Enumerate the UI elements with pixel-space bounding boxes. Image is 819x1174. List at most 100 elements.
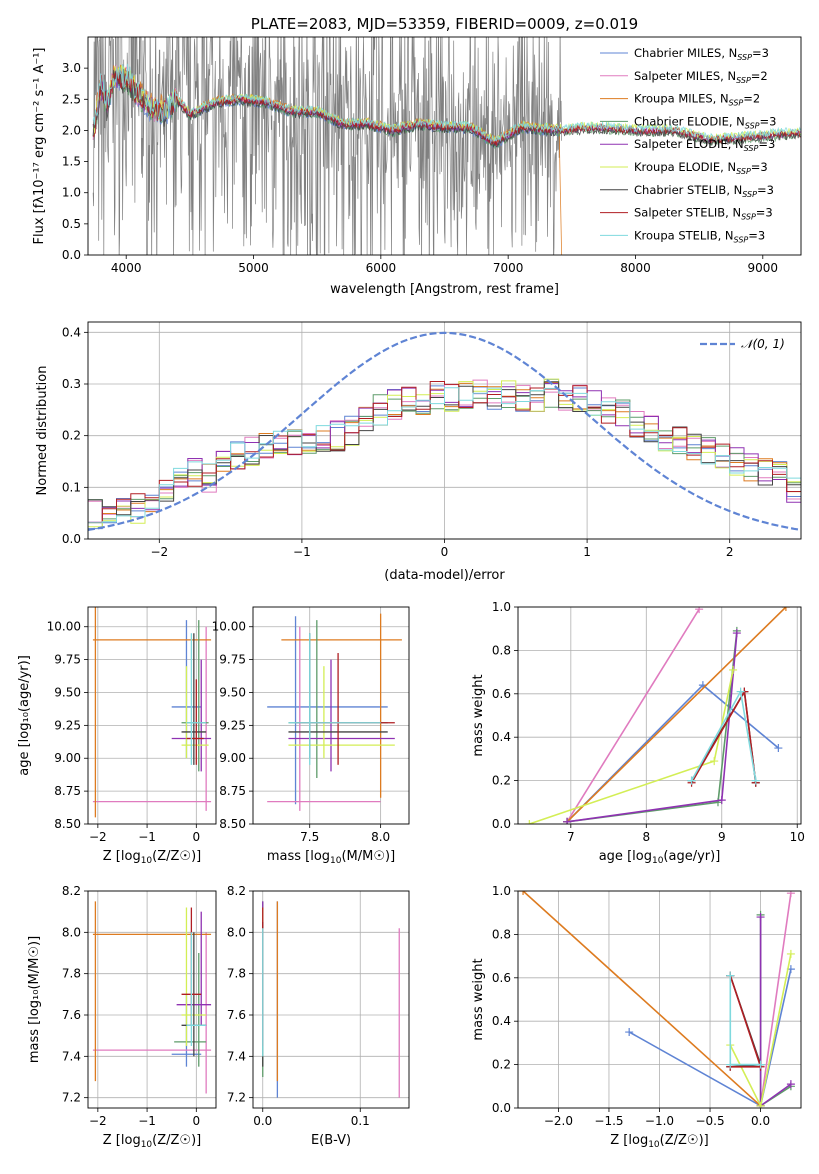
legend-tail: =3 <box>757 183 774 197</box>
y-tick-label: 0.2 <box>492 1058 511 1072</box>
legend-subscript: SSP <box>736 76 751 85</box>
axes-frame <box>87 606 217 825</box>
x-tick-label: 8.0 <box>371 830 390 844</box>
y-tick-label: 0.1 <box>62 480 81 494</box>
x-tick-label: 9 <box>718 830 726 844</box>
ebv-mass-panel: 0.0 0.1 7.2 7.4 7.6 7.8 8.0 8.2 E(B-V) <box>227 884 410 1148</box>
x-tick-label: 0 <box>192 830 200 844</box>
y-tick-label: 0.8 <box>492 927 511 941</box>
legend-subscript: SSP <box>736 167 751 176</box>
subscript: 10 <box>648 1140 660 1150</box>
y-tick-label: 10.00 <box>212 620 246 634</box>
z-age-panel: −2 −1 0 8.50 8.75 9.00 9.25 9.50 9.75 10.00 Z [log… <box>17 606 217 866</box>
y-tick-label: 9.25 <box>54 718 81 732</box>
weight-marker <box>729 665 738 674</box>
legend-entry: Kroupa ELODIE, NSSP=3 <box>634 160 768 176</box>
x-axis-label: wavelength [Angstrom, rest frame] <box>330 282 559 297</box>
x-tick-label: −1.0 <box>645 1114 674 1128</box>
weight-marker <box>786 891 795 898</box>
y-tick-label: 1.0 <box>62 186 81 200</box>
y-tick-label: 9.50 <box>219 685 246 699</box>
x-tick-label: 0.1 <box>351 1114 370 1128</box>
y-tick-label: 10.00 <box>47 620 81 634</box>
weight-line-salpeter_elodie <box>566 632 738 823</box>
y-tick-label: 9.25 <box>219 718 246 732</box>
subscript: 10 <box>330 856 342 866</box>
axes-frame <box>87 321 802 540</box>
weight-line-salpeter_miles <box>759 893 792 1106</box>
axes-frame <box>87 890 217 1109</box>
y-tick-label: 0.3 <box>62 377 81 391</box>
weight-marker <box>519 891 528 895</box>
y-tick-label: 7.6 <box>62 1008 81 1022</box>
x-axis-label: Z [log10(Z/Z☉)] <box>103 849 201 866</box>
legend-entry: Chabrier STELIB, NSSP=3 <box>634 183 774 199</box>
y-tick-label: 9.00 <box>54 751 81 765</box>
x-tick-label: 4000 <box>111 261 142 275</box>
legend-subscript: SSP <box>737 53 752 62</box>
x-tick-label: 2 <box>726 545 734 559</box>
weight-marker <box>786 1080 795 1089</box>
y-tick-label: 0.0 <box>62 248 81 262</box>
x-tick-label: −2.0 <box>544 1114 573 1128</box>
y-tick-label: 0.2 <box>492 774 511 788</box>
legend-entry: 𝒩(0, 1) <box>741 337 785 351</box>
x-tick-label: 7 <box>567 830 575 844</box>
weight-marker <box>726 971 735 980</box>
legend-subscript: SSP <box>744 144 759 153</box>
weight-marker <box>751 776 760 785</box>
legend-tail: =3 <box>758 137 775 151</box>
plot-area <box>92 37 801 255</box>
plot-area <box>262 901 400 1098</box>
z-weight-panel: −2.0 −1.5 −1.0 −0.5 0.0 0.0 0.2 0.4 0.6 0.8 1.0 Z [… <box>471 884 802 1150</box>
y-tick-label: 7.4 <box>227 1049 246 1063</box>
x-tick-label: 7.5 <box>300 830 319 844</box>
y-tick-label: 7.8 <box>62 967 81 981</box>
x-tick-label: 1 <box>583 545 591 559</box>
x-tick-label: −2 <box>89 1114 107 1128</box>
legend-entry: Salpeter ELODIE, NSSP=3 <box>634 137 775 153</box>
label-tail: (Z/Z☉)] <box>152 849 201 864</box>
weight-line-kroupa_miles <box>522 891 762 1107</box>
y-tick-label: 7.8 <box>227 967 246 981</box>
legend: Chabrier MILES, NSSP=3 Salpeter MILES, NS… <box>600 46 776 244</box>
model-line-kroupa_stelib <box>92 63 801 143</box>
weight-line-kroupa_elodie <box>529 669 734 824</box>
x-tick-label: 0 <box>441 545 449 559</box>
legend-subscript: SSP <box>734 235 749 244</box>
x-tick-label: −0.5 <box>695 1114 724 1128</box>
axes-frame <box>252 606 410 825</box>
x-tick-label: 6000 <box>366 261 397 275</box>
y-axis-label: Flux [fλ10⁻¹⁷ erg cm⁻² s⁻¹ A⁻¹] <box>32 48 47 245</box>
plot-area <box>92 607 212 818</box>
y-tick-label: 0.6 <box>492 971 511 985</box>
weight-marker <box>736 687 745 696</box>
axes-frame <box>87 36 802 256</box>
x-tick-label: −1 <box>138 1114 156 1128</box>
x-tick-label: 10 <box>790 830 805 844</box>
y-tick-label: 1.5 <box>62 155 81 169</box>
legend-tail: =3 <box>760 114 777 128</box>
x-tick-label: 9000 <box>748 261 779 275</box>
weight-marker <box>756 1101 765 1108</box>
normal-curve <box>88 331 801 531</box>
y-tick-label: 0.0 <box>62 532 81 546</box>
y-tick-label: 8.0 <box>227 925 246 939</box>
y-tick-label: 7.4 <box>62 1049 81 1063</box>
plot-area <box>267 613 402 811</box>
x-axis-label: (data-model)/error <box>384 568 505 583</box>
y-tick-label: 0.5 <box>62 217 81 231</box>
y-tick-label: 9.75 <box>54 653 81 667</box>
y-tick-label: 9.50 <box>54 685 81 699</box>
weight-marker <box>786 949 795 958</box>
y-tick-label: 0.2 <box>62 429 81 443</box>
x-tick-label: 0 <box>192 1114 200 1128</box>
label-tail: (Z/Z☉)] <box>152 1133 201 1148</box>
x-tick-label: −1 <box>293 545 311 559</box>
y-tick-label: 2.5 <box>62 92 81 106</box>
legend-subscript: SSP <box>729 99 744 108</box>
axes-frame <box>517 606 802 825</box>
subscript: 10 <box>652 856 664 866</box>
weight-line-chabrier_elodie <box>566 630 738 823</box>
